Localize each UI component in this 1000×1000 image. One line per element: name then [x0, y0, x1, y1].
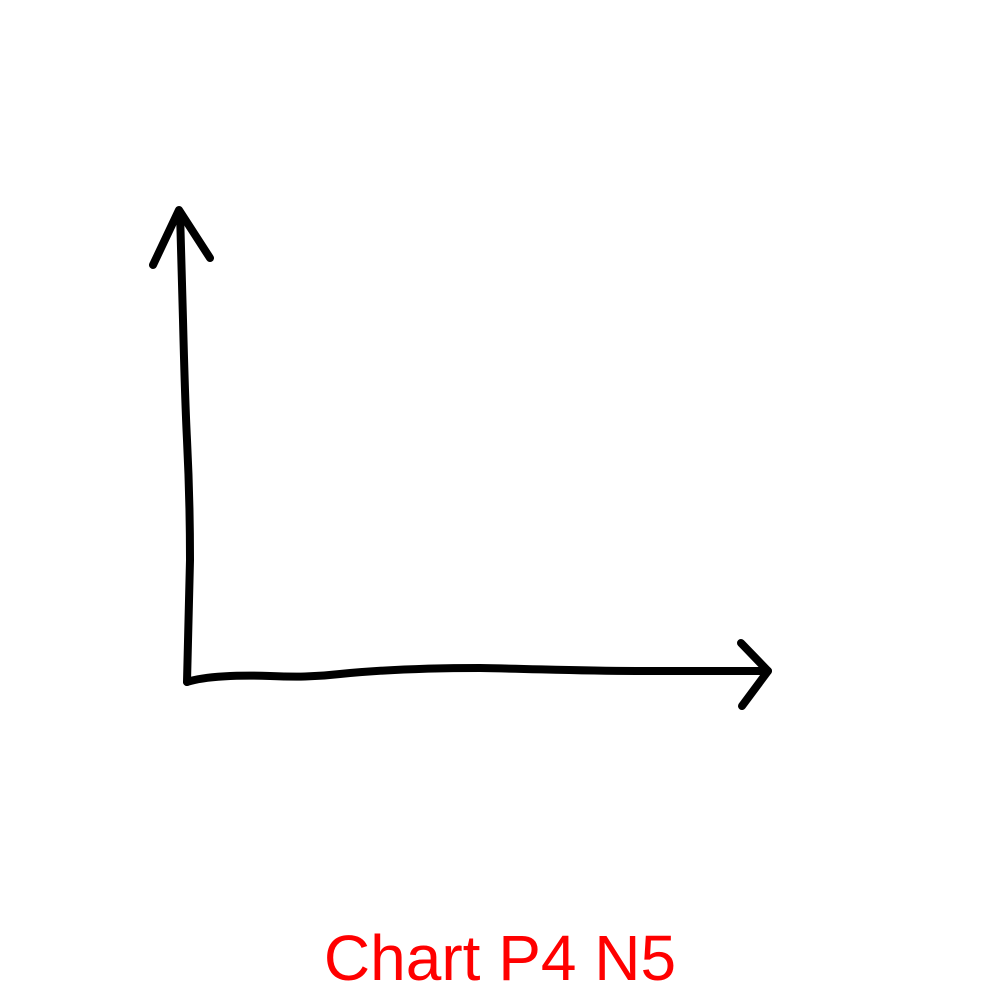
chart-caption: Chart P4 N5 — [323, 922, 677, 994]
y-axis-line — [176, 208, 194, 686]
x-axis-arrowhead — [737, 639, 772, 710]
y-axis-arrowhead — [149, 206, 214, 269]
x-axis-line — [183, 664, 772, 686]
